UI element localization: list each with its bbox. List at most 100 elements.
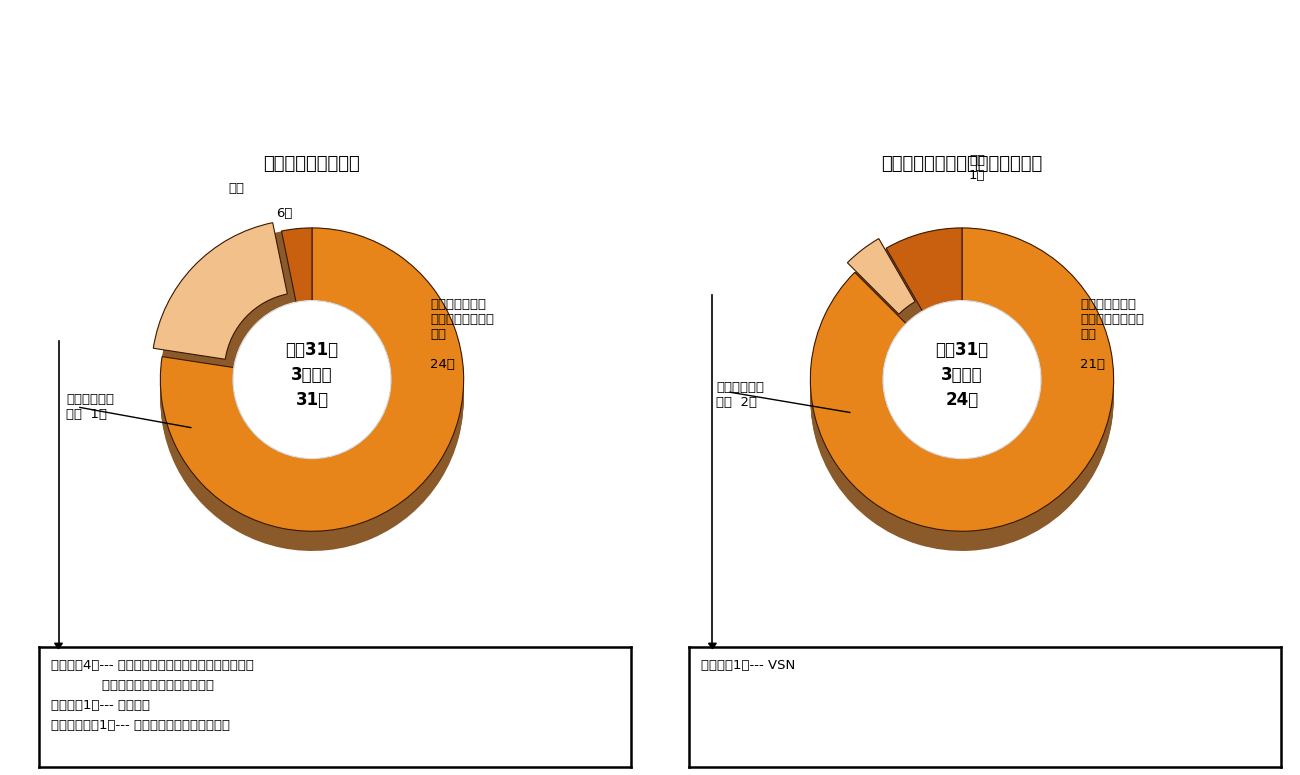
Wedge shape	[810, 245, 1114, 548]
Wedge shape	[160, 235, 464, 539]
Wedge shape	[855, 250, 923, 326]
Wedge shape	[160, 229, 464, 533]
Wedge shape	[162, 246, 296, 383]
Wedge shape	[160, 245, 464, 548]
Text: 平成31年
3月卒業
31名: 平成31年 3月卒業 31名	[286, 341, 338, 409]
Wedge shape	[282, 242, 312, 316]
Wedge shape	[855, 261, 923, 336]
Wedge shape	[162, 234, 296, 370]
Text: 製造系（4）--- スターテング工業、スタンレー電気、
            セイコーエプソン、日野自動車
公務員（1）--- 静岡県庁
サービス系（1）--: 製造系（4）--- スターテング工業、スタンレー電気、 セイコーエプソン、日野自…	[51, 659, 254, 732]
Wedge shape	[282, 246, 312, 321]
Text: 【バイオエンジニアリング課程】: 【バイオエンジニアリング課程】	[881, 155, 1043, 173]
Wedge shape	[282, 228, 312, 302]
Text: その他（1）--- VSN: その他（1）--- VSN	[701, 659, 796, 672]
Wedge shape	[887, 235, 962, 319]
Text: 就職
1名: 就職 1名	[968, 154, 985, 182]
Wedge shape	[160, 239, 464, 542]
Wedge shape	[887, 243, 962, 327]
Wedge shape	[160, 231, 464, 534]
Wedge shape	[162, 251, 296, 388]
Wedge shape	[282, 229, 312, 304]
Wedge shape	[162, 231, 296, 368]
Wedge shape	[162, 239, 296, 377]
Wedge shape	[887, 245, 962, 329]
Wedge shape	[887, 248, 962, 331]
Wedge shape	[162, 250, 296, 386]
Wedge shape	[887, 231, 962, 315]
Wedge shape	[887, 241, 962, 324]
Wedge shape	[855, 254, 923, 329]
Wedge shape	[160, 242, 464, 546]
Wedge shape	[282, 234, 312, 308]
Wedge shape	[162, 245, 296, 382]
Wedge shape	[855, 258, 923, 334]
Wedge shape	[160, 232, 464, 536]
Wedge shape	[855, 251, 923, 327]
Wedge shape	[810, 235, 1114, 539]
Wedge shape	[162, 238, 296, 375]
Wedge shape	[855, 257, 923, 332]
Wedge shape	[282, 236, 312, 311]
Wedge shape	[282, 232, 312, 307]
Wedge shape	[160, 243, 464, 547]
Wedge shape	[810, 229, 1114, 533]
Wedge shape	[162, 243, 296, 379]
Wedge shape	[855, 263, 923, 338]
Wedge shape	[887, 228, 962, 312]
Wedge shape	[810, 242, 1114, 546]
Wedge shape	[855, 253, 923, 329]
Wedge shape	[160, 241, 464, 544]
Circle shape	[233, 301, 391, 459]
Text: 信州大学大学院
総合理工学研究科
進学

21名: 信州大学大学院 総合理工学研究科 進学 21名	[1080, 298, 1144, 370]
Wedge shape	[855, 264, 923, 339]
Wedge shape	[162, 232, 296, 370]
Text: 就職: 就職	[229, 181, 244, 195]
Wedge shape	[810, 228, 1114, 531]
Wedge shape	[810, 228, 1114, 532]
Wedge shape	[162, 237, 296, 374]
Wedge shape	[282, 235, 312, 309]
Wedge shape	[887, 234, 962, 317]
Wedge shape	[162, 248, 296, 384]
Wedge shape	[810, 241, 1114, 544]
Wedge shape	[160, 234, 464, 537]
Wedge shape	[282, 245, 312, 319]
Text: 6名: 6名	[277, 208, 292, 220]
Wedge shape	[282, 228, 312, 302]
Wedge shape	[855, 249, 923, 324]
Wedge shape	[855, 256, 923, 331]
Wedge shape	[810, 239, 1114, 542]
Wedge shape	[282, 238, 312, 312]
Wedge shape	[153, 222, 287, 360]
Wedge shape	[160, 238, 464, 541]
Circle shape	[883, 301, 1041, 459]
Wedge shape	[282, 248, 312, 322]
Wedge shape	[810, 231, 1114, 534]
Wedge shape	[855, 268, 923, 343]
Wedge shape	[887, 242, 962, 326]
Wedge shape	[887, 229, 962, 313]
Wedge shape	[887, 236, 962, 320]
Wedge shape	[810, 243, 1114, 547]
Wedge shape	[855, 265, 923, 341]
Wedge shape	[282, 241, 312, 315]
Text: 他大学大学院
進学  1名: 他大学大学院 進学 1名	[66, 393, 114, 421]
Text: 信州大学大学院
総合理工学研究科
進学

24名: 信州大学大学院 総合理工学研究科 進学 24名	[430, 298, 494, 370]
Wedge shape	[887, 228, 962, 312]
Wedge shape	[810, 234, 1114, 537]
Wedge shape	[887, 238, 962, 322]
Wedge shape	[162, 241, 296, 377]
Wedge shape	[160, 236, 464, 540]
Wedge shape	[160, 246, 464, 549]
Wedge shape	[160, 228, 464, 531]
Wedge shape	[282, 239, 312, 314]
Text: 他大学大学院
進学  2名: 他大学大学院 進学 2名	[716, 381, 764, 408]
Wedge shape	[810, 248, 1114, 551]
Wedge shape	[810, 232, 1114, 536]
Text: 【機能機械学課程】: 【機能機械学課程】	[264, 155, 360, 173]
Wedge shape	[848, 239, 915, 314]
Wedge shape	[160, 228, 464, 532]
Wedge shape	[160, 248, 464, 551]
Wedge shape	[810, 246, 1114, 549]
Wedge shape	[810, 238, 1114, 541]
